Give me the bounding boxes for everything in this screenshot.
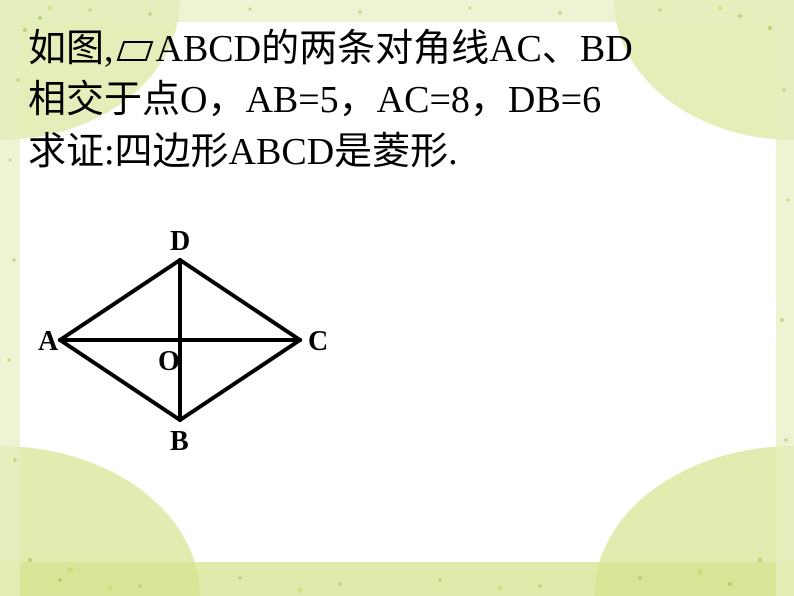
text-line-1: 如图, ABCD的两条对角线AC、BD bbox=[28, 24, 768, 75]
diagram-svg bbox=[30, 230, 350, 450]
rhombus-diagram: ABCDO bbox=[30, 230, 350, 450]
line1-post: ABCD的两条对角线AC、BD bbox=[156, 28, 633, 70]
text-line-3: 求证:四边形ABCD是菱形. bbox=[28, 127, 768, 178]
line1-pre: 如图, bbox=[28, 28, 114, 70]
problem-text: 如图,ABCD的两条对角线AC、BD 相交于点O，AB=5，AC=8，DB=6 … bbox=[28, 24, 768, 178]
text-line-2: 相交于点O，AB=5，AC=8，DB=6 bbox=[28, 75, 768, 126]
vertex-label-a: A bbox=[38, 326, 58, 358]
vertex-label-b: B bbox=[170, 426, 189, 458]
parallelogram-icon bbox=[116, 39, 154, 63]
vertex-label-d: D bbox=[170, 226, 190, 258]
vertex-label-o: O bbox=[158, 346, 180, 378]
vertex-label-c: C bbox=[308, 326, 328, 358]
